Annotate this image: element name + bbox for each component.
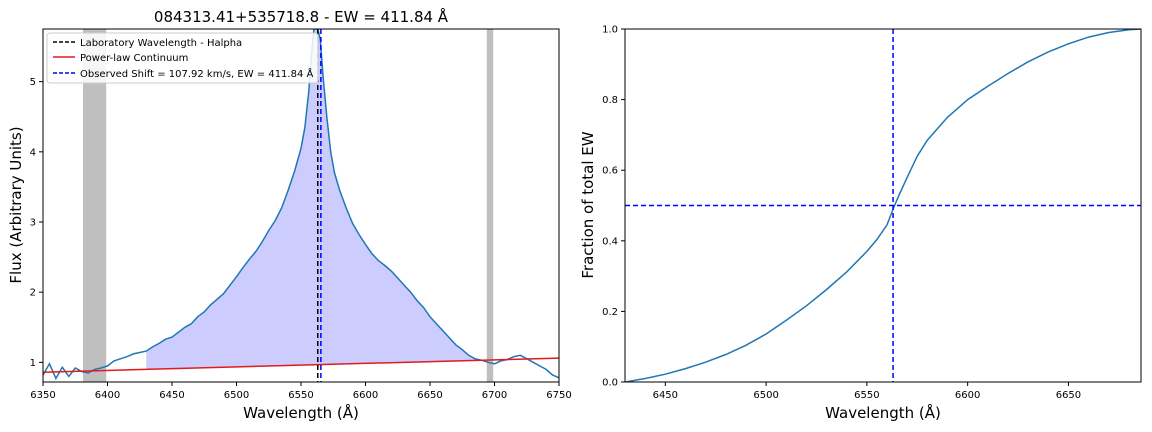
left-x-tick-label: 6450 xyxy=(159,390,184,401)
left-x-tick-label: 6550 xyxy=(288,390,313,401)
continuum-window xyxy=(82,29,107,382)
right-y-tick-label: 0.4 xyxy=(602,236,618,247)
continuum-line xyxy=(43,357,559,373)
legend: Laboratory Wavelength - Halpha Power-law… xyxy=(46,32,319,84)
right-x-tick-label: 6600 xyxy=(955,390,980,401)
legend-box xyxy=(46,32,319,84)
continuum-window xyxy=(486,29,494,382)
left-y-axis-label: Flux (Arbitrary Units) xyxy=(7,126,25,283)
right-x-tick-label: 6650 xyxy=(1056,390,1081,401)
left-y-tick-label: 5 xyxy=(30,77,36,88)
right-x-tick-label: 6450 xyxy=(653,390,678,401)
left-chart: 6350 6400 6450 6500 6550 6600 6650 6700 6750 1 2 3 4… xyxy=(7,7,572,422)
right-y-tick-label: 0.8 xyxy=(602,95,618,106)
legend-entry-lab-wavelength: Laboratory Wavelength - Halpha xyxy=(80,38,242,49)
legend-entry-continuum: Power-law Continuum xyxy=(80,53,188,64)
left-y-tick-label: 1 xyxy=(30,358,36,369)
right-x-axis-label: Wavelength (Å) xyxy=(825,403,941,422)
left-x-tick-label: 6500 xyxy=(224,390,249,401)
left-x-tick-label: 6600 xyxy=(353,390,378,401)
left-y-tick-label: 2 xyxy=(30,288,36,299)
left-chart-title: 084313.41+535718.8 - EW = 411.84 Å xyxy=(154,7,449,26)
right-x-tick-label: 6500 xyxy=(753,390,778,401)
right-axes-frame xyxy=(624,28,1142,383)
right-chart: 6450 6500 6550 6600 6650 0.0 0.2 0.4 0.6 0.8 1.0 W… xyxy=(579,25,1142,422)
right-y-axis-label: Fraction of total EW xyxy=(579,131,597,278)
right-y-tick-label: 1.0 xyxy=(602,25,618,36)
legend-entry-observed-shift: Observed Shift = 107.92 km/s, EW = 411.8… xyxy=(80,67,314,80)
ew-fill-area xyxy=(146,29,477,370)
left-x-tick-label: 6350 xyxy=(30,390,55,401)
left-x-axis-label: Wavelength (Å) xyxy=(243,403,359,422)
left-x-tick-label: 6750 xyxy=(546,390,571,401)
right-y-tick-label: 0.0 xyxy=(602,378,618,389)
right-y-tick-label: 0.2 xyxy=(602,307,618,318)
right-x-tick-label: 6550 xyxy=(854,390,879,401)
left-y-tick-label: 4 xyxy=(30,147,36,158)
left-x-tick-label: 6650 xyxy=(417,390,442,401)
left-x-tick-label: 6400 xyxy=(95,390,120,401)
left-x-tick-label: 6700 xyxy=(482,390,507,401)
left-y-tick-label: 3 xyxy=(30,217,36,228)
right-y-tick-label: 0.6 xyxy=(602,166,618,177)
